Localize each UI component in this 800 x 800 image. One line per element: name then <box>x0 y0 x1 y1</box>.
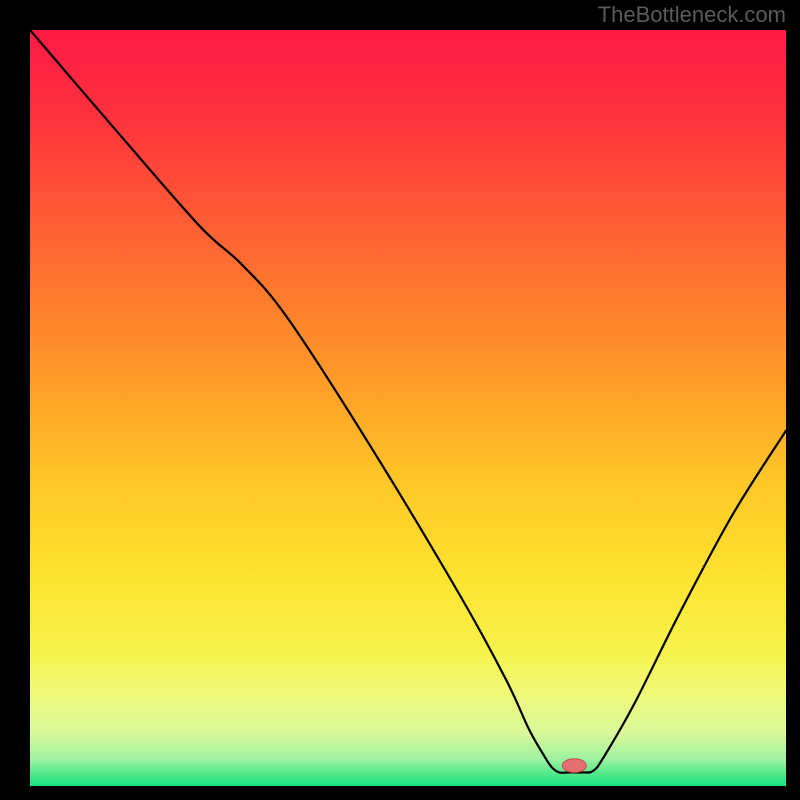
chart-container: TheBottleneck.com <box>0 0 800 800</box>
watermark-text: TheBottleneck.com <box>598 2 786 28</box>
plot-background <box>30 30 786 786</box>
bottleneck-chart <box>0 0 800 800</box>
optimal-point-marker <box>562 759 586 773</box>
